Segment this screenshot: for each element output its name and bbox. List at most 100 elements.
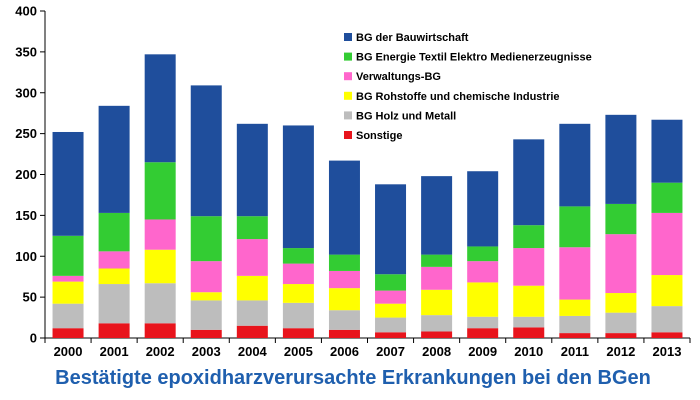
bar-segment (605, 203, 637, 235)
legend: BG der Bauwirtschaft BG Energie Textil El… (344, 32, 592, 142)
bar-segment (98, 323, 130, 338)
bar-segment (190, 216, 222, 262)
bar-segment (559, 299, 591, 316)
bar-segment (513, 248, 545, 286)
bar-segment (144, 162, 176, 220)
bar-segment (375, 184, 407, 275)
bar-segment (651, 275, 683, 307)
bar-segment (605, 234, 637, 294)
legend-swatch (344, 33, 352, 41)
bar-segment (375, 317, 407, 333)
y-tick-label: 100 (15, 249, 37, 264)
bar-segment (467, 171, 499, 247)
bar-segment (651, 212, 683, 276)
bar-segment (651, 182, 683, 213)
legend-swatch (344, 52, 352, 61)
bar-segment (98, 212, 130, 252)
bar-segment (236, 325, 268, 338)
bar-segment (605, 312, 637, 334)
bar-segment (513, 316, 545, 328)
bar-segment (421, 176, 453, 255)
bar-segment (282, 125, 314, 249)
bar-segment (52, 235, 84, 276)
bar-segment (651, 332, 683, 338)
bar-segment (421, 289, 453, 316)
bar-segment (328, 329, 360, 338)
bar-segment (513, 327, 545, 338)
bar-segment (144, 249, 176, 284)
bar-segment (421, 266, 453, 290)
bar-segment (559, 315, 591, 334)
y-tick-label: 50 (23, 290, 37, 305)
bar-segment (328, 288, 360, 311)
bar-segment (651, 119, 683, 183)
y-tick-label: 150 (15, 208, 37, 223)
x-tick-label: 2009 (468, 344, 497, 359)
x-tick-label: 2001 (100, 344, 129, 359)
bar-segment (513, 225, 545, 249)
bar-segment (375, 290, 407, 304)
bar-segment (98, 284, 130, 324)
bar-segment (190, 329, 222, 338)
bar-segment (328, 310, 360, 330)
bar-segment (282, 263, 314, 285)
bar-segment (651, 306, 683, 333)
x-tick-label: 2008 (422, 344, 451, 359)
bar-segment (559, 206, 591, 248)
bar-segment (375, 332, 407, 338)
bar-segment (467, 328, 499, 338)
bar-segment (559, 333, 591, 338)
legend-label: BG Energie Textil Elektro Medienerzeugni… (356, 52, 592, 64)
bar-segment (605, 114, 637, 204)
legend-label: BG Holz und Metall (356, 110, 456, 122)
bar-segment (98, 268, 130, 285)
legend-swatch (344, 111, 352, 120)
bar-segment (52, 303, 84, 329)
legend-label: BG der Bauwirtschaft (356, 32, 469, 44)
legend-label: Sonstige (356, 130, 402, 142)
bar-segment (236, 300, 268, 326)
x-tick-label: 2003 (192, 344, 221, 359)
bar-segment (282, 302, 314, 329)
bar-segment (559, 123, 591, 207)
bar-segment (190, 261, 222, 293)
bar-segment (144, 54, 176, 163)
bar-segment (282, 284, 314, 303)
bar-segment (605, 293, 637, 313)
x-tick-label: 2012 (606, 344, 635, 359)
bar-segment (467, 316, 499, 329)
bar-segment (98, 105, 130, 213)
bar-segment (52, 131, 84, 236)
axes: 0 50 100 150 200 250 300 350 400 2000 2001 2002 2003… (15, 4, 691, 359)
x-tick-label: 2002 (146, 344, 175, 359)
legend-swatch (344, 72, 352, 81)
bar-segment (98, 251, 130, 269)
bar-segment (52, 275, 84, 282)
bar-segment (144, 219, 176, 250)
bar-segment (559, 247, 591, 300)
bar-segment (190, 292, 222, 301)
x-tick-label: 2010 (514, 344, 543, 359)
bar-segment (467, 261, 499, 283)
legend-label: BG Rohstoffe und chemische Industrie (356, 91, 560, 103)
y-tick-label: 400 (15, 4, 37, 19)
bar-segment (190, 300, 222, 330)
x-tick-label: 2000 (54, 344, 83, 359)
bars (52, 54, 683, 338)
bar-segment (190, 85, 222, 217)
bar-segment (236, 216, 268, 240)
bar-segment (282, 328, 314, 338)
x-tick-label: 2006 (330, 344, 359, 359)
x-tick-label: 2011 (561, 344, 589, 359)
x-tick-label: 2013 (653, 344, 682, 359)
bar-segment (236, 239, 268, 276)
bar-segment (513, 139, 545, 226)
x-tick-label: 2004 (238, 344, 268, 359)
x-tick-label: 2005 (284, 344, 313, 359)
y-tick-label: 350 (15, 44, 37, 59)
bar-segment (375, 303, 407, 318)
bar-segment (467, 246, 499, 262)
bar-segment (421, 254, 453, 267)
